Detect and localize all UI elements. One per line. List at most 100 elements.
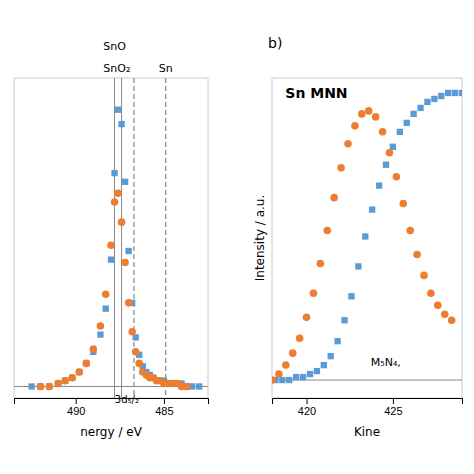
point: [351, 122, 359, 130]
annotation: M₅N₄,: [371, 356, 401, 369]
tick: 485: [155, 398, 173, 417]
point: [334, 338, 340, 344]
point: [355, 263, 361, 269]
point: [300, 374, 306, 380]
point: [118, 218, 126, 226]
point: [427, 290, 435, 298]
point: [108, 256, 114, 262]
point: [37, 383, 43, 389]
point: [125, 248, 131, 254]
point: [348, 293, 354, 299]
reference-line: [165, 78, 166, 398]
point: [83, 360, 91, 368]
point: [307, 371, 313, 377]
point: [424, 99, 430, 105]
point: [115, 107, 121, 113]
tick: 420: [298, 398, 316, 417]
point: [125, 299, 133, 307]
point: [379, 128, 387, 136]
point: [321, 362, 327, 368]
point: [296, 334, 304, 342]
tick-label: 485: [155, 405, 173, 417]
x-axis-label: Kine: [354, 425, 380, 439]
point: [293, 374, 299, 380]
point: [434, 302, 442, 310]
point: [365, 107, 373, 115]
point: [452, 90, 458, 96]
tick: 425: [384, 398, 402, 417]
tick-mark: [393, 398, 394, 404]
point: [184, 383, 190, 389]
tick-label: 420: [298, 405, 316, 417]
plot-frame: [14, 78, 208, 398]
point: [303, 313, 311, 321]
point: [111, 170, 117, 176]
point: [376, 183, 382, 189]
panel: 420425KineIntensity / a.u.Sn MNNb)M₅N₄,: [253, 35, 465, 439]
point: [97, 331, 103, 337]
panel-title: Sn MNN: [285, 85, 347, 101]
chart: 490485nergy / eVSnO₂SnOSn3d₅/₂420425Kine…: [0, 0, 474, 474]
point: [54, 380, 62, 388]
point: [121, 259, 129, 267]
series: [272, 107, 455, 384]
tick-label: 490: [67, 405, 85, 417]
y-axis-label: Intensity / a.u.: [253, 195, 267, 282]
point: [103, 305, 109, 311]
point: [128, 328, 136, 336]
point: [406, 227, 414, 235]
point: [330, 194, 338, 202]
point: [362, 233, 368, 239]
point: [289, 349, 297, 357]
annotation: Sn: [159, 62, 173, 75]
point: [69, 375, 75, 381]
point: [90, 345, 98, 353]
point: [441, 310, 449, 318]
panel: 490485nergy / eVSnO₂SnOSn3d₅/₂: [14, 40, 209, 439]
point: [55, 380, 61, 386]
point: [317, 260, 325, 268]
point: [286, 377, 292, 383]
point: [107, 241, 115, 249]
x-axis: 420 425: [273, 398, 463, 417]
point: [61, 377, 69, 385]
point: [410, 111, 416, 117]
point: [83, 360, 89, 366]
series: [272, 90, 462, 383]
point: [337, 164, 345, 172]
point: [431, 96, 437, 102]
point: [323, 227, 331, 235]
point: [341, 317, 347, 323]
point: [399, 200, 407, 208]
x-axis: 490 485: [15, 398, 209, 417]
point: [369, 206, 375, 212]
point: [97, 322, 105, 330]
point: [28, 383, 34, 389]
point: [358, 110, 366, 118]
tick-mark: [164, 398, 165, 404]
point: [448, 316, 456, 324]
point: [68, 374, 76, 382]
point: [62, 378, 68, 384]
point: [135, 360, 143, 368]
point: [114, 190, 122, 198]
tick-mark: [307, 398, 308, 404]
point: [386, 149, 394, 157]
point: [183, 383, 191, 391]
point: [196, 383, 202, 389]
point: [383, 162, 389, 168]
point: [118, 121, 124, 127]
axis-line: [15, 399, 209, 405]
axis-line: [273, 399, 463, 405]
series: [28, 107, 202, 390]
point: [46, 383, 52, 389]
point: [404, 120, 410, 126]
point: [314, 368, 320, 374]
point: [372, 113, 380, 121]
plot-frame: [272, 78, 462, 398]
plot-area: [272, 90, 462, 384]
point: [133, 334, 139, 340]
point: [459, 90, 462, 96]
point: [275, 370, 283, 378]
point: [76, 369, 82, 375]
